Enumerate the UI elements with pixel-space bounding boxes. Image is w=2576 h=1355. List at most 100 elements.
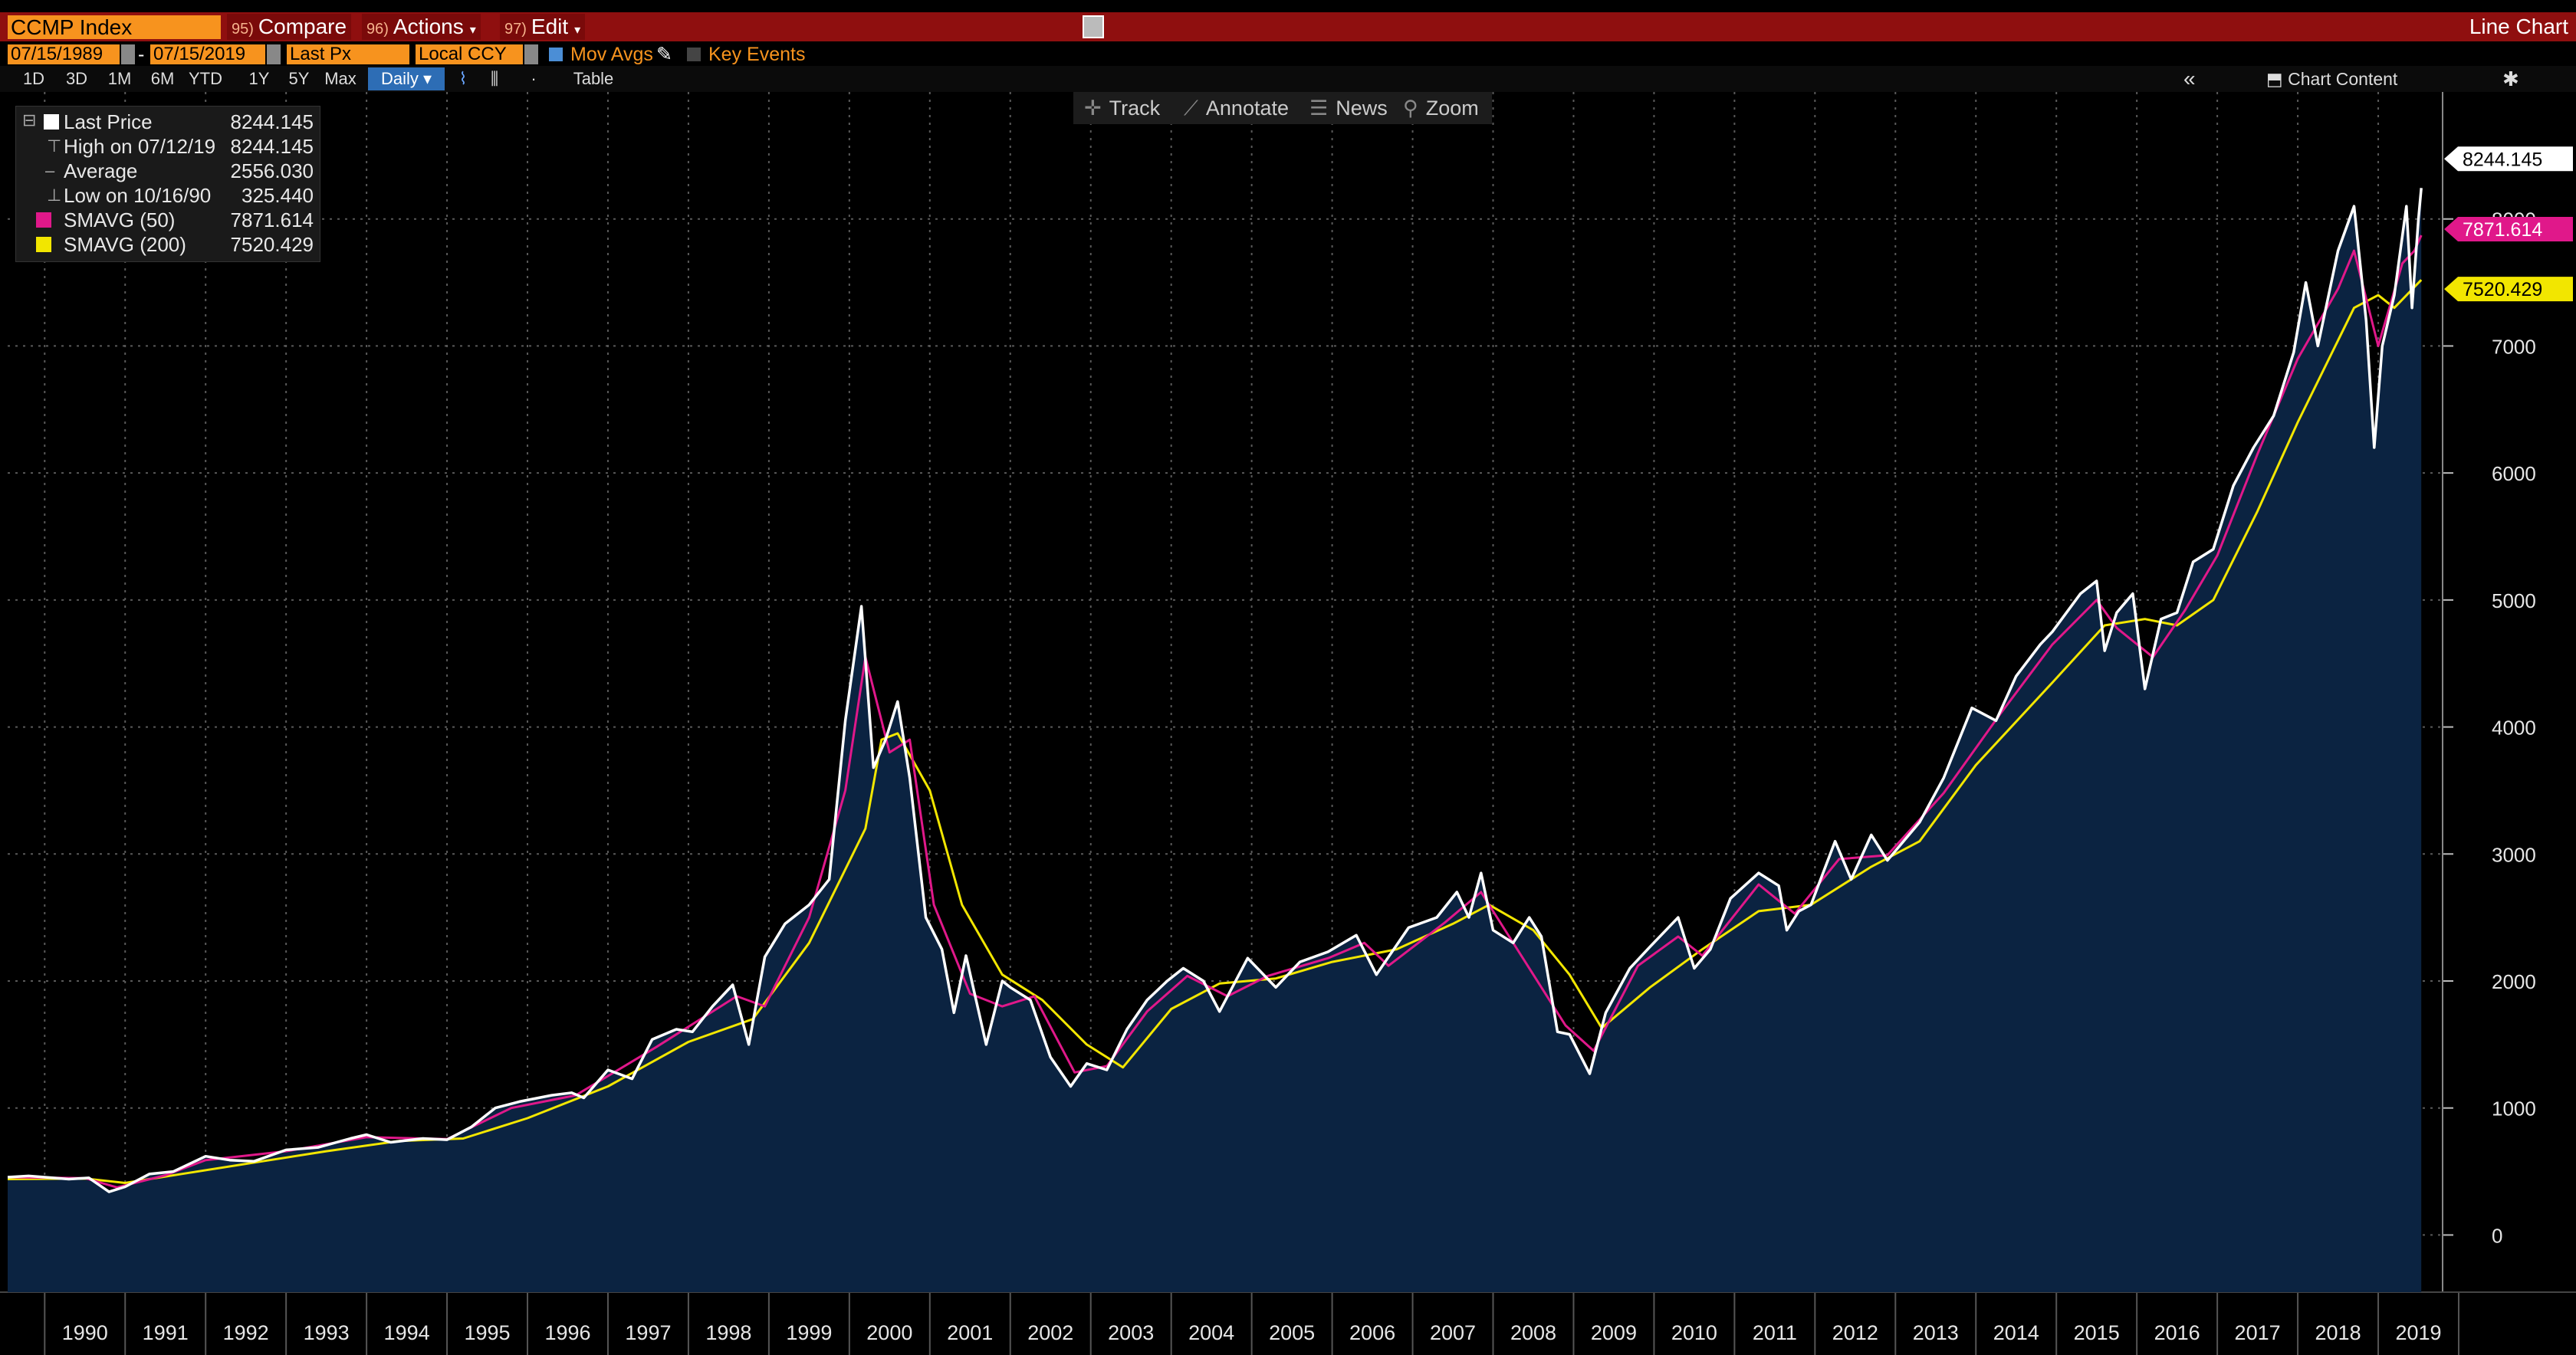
- period-button-1d[interactable]: 1D: [22, 69, 45, 88]
- x-tick-label: 2013: [1913, 1321, 1959, 1344]
- x-tick-label: 2019: [2395, 1321, 2441, 1344]
- x-tick-label: 2002: [1027, 1321, 1073, 1344]
- x-tick-label: 2015: [2074, 1321, 2120, 1344]
- x-tick-label: 2012: [1832, 1321, 1878, 1344]
- legend-sma50: SMAVG (50) 7871.614: [16, 208, 320, 232]
- chevron-down-icon: ▾: [469, 24, 476, 37]
- x-tick-label: 1993: [304, 1321, 350, 1344]
- chart-content-button[interactable]: ⬒ Chart Content: [2266, 66, 2397, 92]
- legend-value: 8244.145: [230, 135, 314, 158]
- table-button[interactable]: Table: [573, 69, 614, 88]
- start-date-field[interactable]: 07/15/1989: [8, 44, 120, 64]
- legend-low: ⊥ Low on 10/16/90 325.440: [16, 183, 320, 208]
- crosshair-icon: ✛: [1084, 97, 1102, 120]
- frequency-select[interactable]: Daily ▾: [368, 67, 445, 90]
- last-value-label: 7520.429: [2463, 279, 2542, 300]
- legend-label: SMAVG (50): [64, 208, 176, 231]
- x-tick-label: 1992: [223, 1321, 269, 1344]
- price-chart[interactable]: 1990 1991 1992 1993 1994 1995 1996 1997 1998 1999…: [0, 92, 2576, 1355]
- mov-avgs-label: Mov Avgs: [570, 44, 653, 65]
- legend-label: Average: [64, 159, 138, 182]
- period-button-3d[interactable]: 3D: [65, 69, 88, 88]
- x-tick-label: 2009: [1591, 1321, 1637, 1344]
- pencil-icon[interactable]: ✎: [656, 44, 672, 65]
- line-chart-icon[interactable]: ⌇: [458, 69, 468, 88]
- chart-content-icon: ⬒: [2266, 69, 2288, 89]
- mov-avgs-checkbox[interactable]: [549, 48, 563, 61]
- annotate-icon: ⟋: [1184, 97, 1198, 120]
- low-marker-icon: ⊥: [47, 185, 62, 205]
- chevron-down-icon[interactable]: [524, 44, 538, 64]
- chevron-down-icon: ▾: [574, 24, 581, 37]
- legend-value: 325.440: [242, 184, 314, 207]
- calendar-icon[interactable]: [267, 44, 281, 64]
- legend-sma200: SMAVG (200) 7520.429: [16, 232, 320, 257]
- period-button-max[interactable]: Max: [324, 69, 356, 88]
- key-events-label: Key Events: [708, 44, 806, 65]
- legend-swatch: [36, 212, 51, 228]
- legend-value: 8244.145: [230, 110, 314, 133]
- legend-label: SMAVG (200): [64, 233, 186, 256]
- x-tick-label: 1998: [705, 1321, 751, 1344]
- chart-content-label: Chart Content: [2288, 69, 2398, 89]
- news-icon: ☰: [1309, 97, 1329, 120]
- gear-icon[interactable]: ✱: [2502, 67, 2519, 90]
- calendar-icon[interactable]: [121, 44, 135, 64]
- x-tick-label: 1997: [625, 1321, 671, 1344]
- edit-button[interactable]: 97) Edit ▾: [500, 14, 586, 40]
- actions-button-label: Actions: [393, 15, 464, 38]
- x-tick-label: 1996: [544, 1321, 590, 1344]
- collapse-icon[interactable]: «: [2183, 67, 2196, 90]
- more-icon[interactable]: ·: [531, 69, 537, 88]
- period-button-1m[interactable]: 1M: [107, 69, 132, 88]
- period-button-1y[interactable]: 1Y: [248, 69, 270, 88]
- last-value-tag: [2444, 146, 2573, 172]
- date-separator: -: [138, 44, 145, 65]
- y-tick-label: 5000: [2492, 589, 2536, 612]
- annotate-tool[interactable]: ⟋ Annotate: [1184, 92, 1289, 124]
- price-field-select[interactable]: Last Px: [287, 44, 409, 64]
- legend-label: Low on 10/16/90: [64, 184, 212, 207]
- x-tick-label: 2016: [2154, 1321, 2200, 1344]
- x-tick-label: 1991: [143, 1321, 189, 1344]
- sma50-line: [7, 235, 2423, 1189]
- actions-button[interactable]: 96) Actions ▾: [362, 14, 481, 40]
- average-marker-icon: –: [45, 161, 55, 180]
- ticker-input[interactable]: CCMP Index: [8, 15, 221, 39]
- x-tick-label: 2003: [1108, 1321, 1154, 1344]
- track-tool[interactable]: ✛ Track: [1084, 92, 1160, 124]
- x-tick-label: 2017: [2235, 1321, 2281, 1344]
- news-tool[interactable]: ☰ News: [1309, 92, 1388, 124]
- x-tick-label: 2001: [947, 1321, 993, 1344]
- compare-button[interactable]: 95) Compare: [227, 14, 352, 40]
- legend-value: 7520.429: [230, 233, 314, 256]
- bar-chart-icon[interactable]: ⫼: [490, 69, 499, 88]
- key-events-checkbox[interactable]: [687, 48, 701, 61]
- chart-export-icon[interactable]: [1083, 15, 1104, 38]
- collapse-minus-icon[interactable]: ⊟: [22, 110, 37, 130]
- y-tick-label: 6000: [2492, 462, 2536, 485]
- legend-label: Last Price: [64, 110, 153, 133]
- legend-swatch: [36, 237, 51, 252]
- high-marker-icon: ⊤: [47, 136, 62, 156]
- period-button-ytd[interactable]: YTD: [189, 69, 222, 88]
- y-tick-label: 7000: [2492, 335, 2536, 358]
- price-area: [8, 188, 2422, 1292]
- last-value-tag: [2444, 277, 2573, 302]
- x-tick-label: 1999: [786, 1321, 832, 1344]
- legend-label: High on 07/12/19: [64, 135, 216, 158]
- chart-type-title: Line Chart: [2469, 15, 2568, 38]
- period-button-5y[interactable]: 5Y: [288, 69, 310, 88]
- last-value-tag: [2444, 216, 2573, 241]
- legend-last-price: ⊟ Last Price 8244.145: [16, 110, 320, 134]
- edit-button-num: 97): [504, 21, 527, 38]
- y-tick-label: 0: [2492, 1224, 2502, 1247]
- zoom-tool[interactable]: ⚲ Zoom: [1403, 92, 1479, 124]
- end-date-field[interactable]: 07/15/2019: [150, 44, 265, 64]
- currency-select[interactable]: Local CCY: [416, 44, 523, 64]
- x-tick-label: 2010: [1671, 1321, 1717, 1344]
- x-tick-label: 2006: [1349, 1321, 1395, 1344]
- legend-swatch: [44, 114, 59, 130]
- period-button-6m[interactable]: 6M: [150, 69, 175, 88]
- x-tick-label: 2018: [2315, 1321, 2361, 1344]
